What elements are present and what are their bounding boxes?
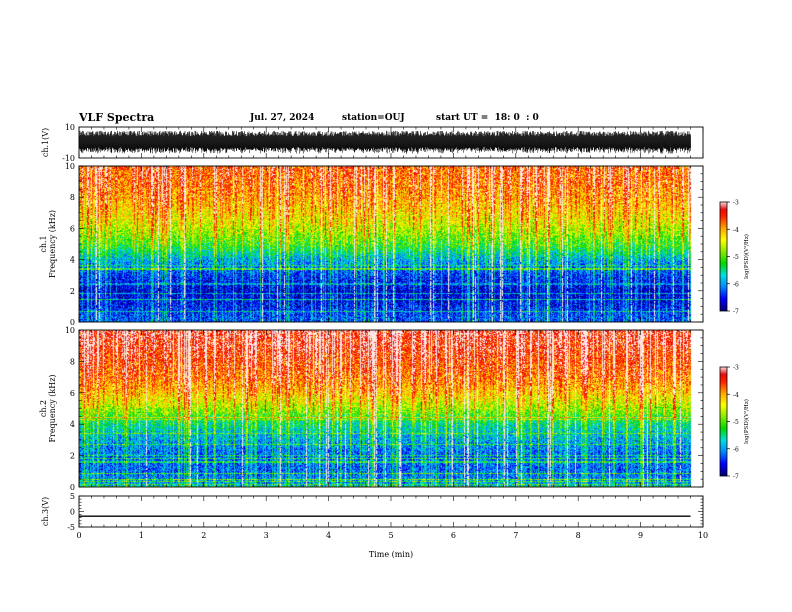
y-tick-label: 0: [70, 483, 75, 492]
x-tick-label: 1: [139, 531, 144, 540]
colorbar-label: log(PSD)(V²/Hz): [743, 399, 750, 444]
y-tick-label: 2: [70, 452, 75, 461]
y-tick-label: -5: [67, 523, 75, 532]
y-axis-label: ch.3(V): [41, 497, 50, 526]
colorbar-tick-label: -7: [733, 309, 739, 316]
y-tick-label: 10: [65, 326, 75, 335]
y-tick-label: 4: [70, 256, 75, 265]
station-label: station=OUJ: [342, 113, 405, 123]
colorbar-1: [720, 202, 727, 311]
spectrogram-image-1: [79, 166, 703, 322]
y-axis-label: ch.1: [39, 235, 48, 252]
colorbar-tick-label: -4: [733, 392, 739, 399]
date-label: Jul. 27, 2024: [250, 113, 315, 123]
y-tick-label: 4: [70, 420, 75, 429]
x-tick-label: 2: [201, 531, 206, 540]
y-tick-label: 6: [70, 389, 75, 398]
colorbar-tick-label: -4: [733, 227, 739, 234]
colorbar-label: log(PSD)(V²/Hz): [743, 234, 750, 279]
y-axis-label: Frequency (kHz): [48, 374, 57, 442]
y-tick-label: 10: [65, 123, 75, 132]
colorbar-tick-label: -3: [733, 200, 739, 207]
x-tick-label: 8: [576, 531, 581, 540]
y-tick-label: 5: [70, 492, 75, 501]
y-tick-label: 6: [70, 224, 75, 233]
figure-title: VLF Spectra: [79, 111, 155, 124]
x-tick-label: 0: [76, 531, 81, 540]
x-tick-label: 6: [451, 531, 456, 540]
colorbar-2: [720, 367, 727, 476]
y-tick-label: 10: [65, 162, 75, 171]
y-tick-label: 0: [70, 508, 75, 517]
colorbar-tick-label: -3: [733, 365, 739, 372]
x-tick-label: 10: [698, 531, 708, 540]
x-axis-label: Time (min): [369, 550, 413, 559]
colorbar-tick-label: -5: [733, 254, 739, 261]
colorbar-tick-label: -7: [733, 474, 739, 481]
y-axis-label: Frequency (kHz): [48, 210, 57, 278]
y-axis-label: ch.1(V): [41, 128, 50, 157]
colorbar-tick-label: -6: [733, 281, 739, 288]
colorbar-tick-label: -6: [733, 446, 739, 453]
y-tick-label: 0: [70, 318, 75, 327]
x-tick-label: 5: [388, 531, 393, 540]
colorbar-tick-label: -5: [733, 419, 739, 426]
x-tick-label: 9: [638, 531, 643, 540]
start-ut-label: start UT = 18: 0 : 0: [436, 113, 539, 123]
x-tick-label: 7: [513, 531, 518, 540]
y-tick-label: 2: [70, 287, 75, 296]
x-tick-label: 4: [326, 531, 331, 540]
y-tick-label: -10: [62, 154, 75, 163]
y-axis-label: ch.2: [39, 400, 48, 417]
x-tick-label: 3: [264, 531, 269, 540]
spectrogram-image-2: [79, 330, 703, 487]
ch1-waveform-line: [78, 130, 691, 155]
y-tick-label: 8: [70, 357, 75, 366]
y-tick-label: 8: [70, 193, 75, 202]
figure-header: VLF Spectra Jul. 27, 2024 station=OUJ st…: [79, 111, 719, 127]
